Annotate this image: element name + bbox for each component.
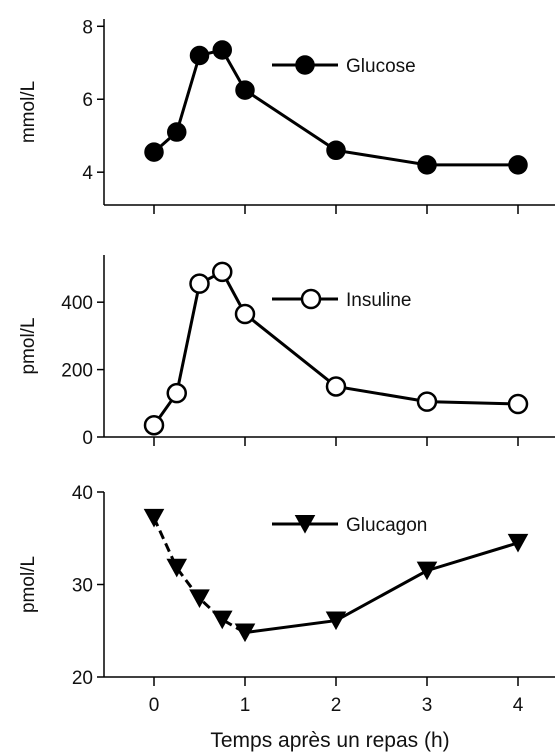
legend-marker	[295, 55, 315, 75]
data-point	[166, 558, 188, 578]
y-axis-label: pmol/L	[18, 317, 39, 374]
legend-label: Insuline	[346, 290, 412, 311]
series-line-dashed	[152, 517, 246, 634]
x-tick-label: 3	[422, 695, 433, 716]
y-tick-label: 400	[61, 293, 93, 314]
y-tick-label: 20	[72, 668, 93, 689]
x-tick-label: 0	[149, 695, 160, 716]
data-point	[189, 589, 210, 608]
data-point	[325, 611, 347, 631]
data-point	[143, 414, 165, 436]
data-point	[144, 142, 164, 162]
x-tick-label: 4	[513, 695, 524, 716]
y-tick-label: 6	[82, 90, 93, 111]
y-axis-label: pmol/L	[18, 556, 39, 613]
panel-1: 4 6 8 mmol/L Glucose	[18, 17, 555, 214]
legend-marker	[294, 514, 316, 534]
data-point	[167, 122, 187, 142]
data-point	[417, 155, 437, 175]
data-point	[166, 382, 187, 404]
y-tick-label: 30	[72, 576, 93, 597]
x-tick-label: 1	[240, 695, 251, 716]
data-point	[234, 623, 256, 643]
data-point	[416, 561, 438, 581]
y-axis-label: mmol/L	[18, 81, 39, 143]
legend-label: Glucose	[346, 56, 416, 77]
data-point	[508, 155, 528, 175]
panel-2: 0 200 400 pmol/L Insuline	[18, 255, 555, 449]
data-point	[189, 273, 210, 294]
series-line	[153, 48, 518, 167]
data-point	[211, 610, 233, 630]
series-line	[152, 269, 519, 427]
legend-label: Glucagon	[346, 515, 427, 536]
y-tick-label: 40	[72, 483, 93, 504]
legend-marker	[300, 288, 322, 310]
x-axis-label: Temps après un repas (h)	[210, 729, 449, 752]
data-point	[212, 261, 233, 283]
y-tick-label: 0	[82, 428, 93, 449]
y-tick-label: 200	[61, 361, 93, 382]
x-tick-label: 2	[331, 695, 342, 716]
data-point	[326, 140, 346, 161]
data-point	[507, 393, 529, 415]
data-point	[189, 45, 210, 66]
data-point	[235, 80, 255, 100]
data-point	[325, 376, 347, 397]
data-point	[143, 508, 165, 528]
data-point	[416, 391, 438, 412]
panel-3: 20 30 40 pmol/L Glucagon	[18, 483, 555, 689]
y-tick-label: 4	[82, 163, 93, 184]
data-point	[212, 40, 232, 60]
data-point	[507, 533, 529, 553]
y-tick-label: 8	[82, 17, 93, 38]
data-point	[234, 303, 256, 325]
series-line	[244, 541, 519, 635]
